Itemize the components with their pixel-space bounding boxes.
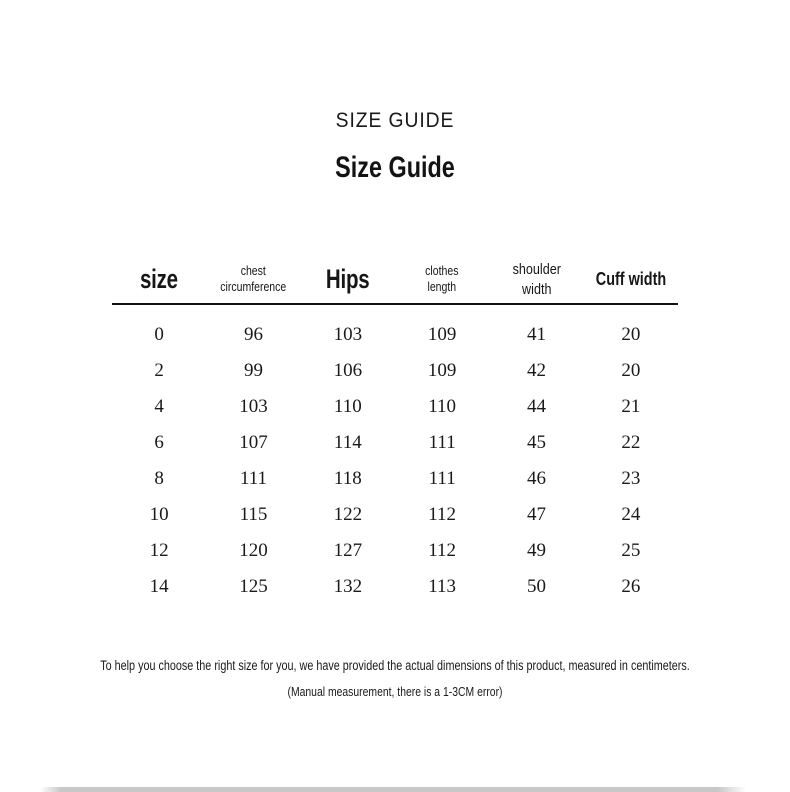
column-header-label: chest circumference: [220, 264, 287, 294]
table-cell: 47: [526, 504, 546, 525]
column-header-cuff-width: Cuff width: [584, 270, 678, 290]
column-header-label: Hips: [326, 264, 370, 294]
table-cell: 22: [621, 432, 641, 453]
table-row: 12 120 127 112 49 25: [112, 533, 678, 569]
table-cell: 0: [154, 324, 164, 345]
table-cell: 25: [621, 540, 641, 561]
table-cell: 112: [428, 504, 457, 525]
table-cell: 103: [239, 396, 268, 417]
table-cell: 20: [621, 324, 641, 345]
table-cell: 23: [621, 468, 641, 489]
table-cell: 99: [243, 360, 263, 381]
table-cell: 110: [428, 396, 457, 417]
table-row: 8 111 118 111 46 23: [112, 461, 678, 497]
table-cell: 20: [621, 360, 641, 381]
table-cell: 6: [154, 432, 164, 453]
table-row: 2 99 106 109 42 20: [112, 353, 678, 389]
table-row: 14 125 132 113 50 26: [112, 569, 678, 605]
measurement-note: To help you choose the right size for yo…: [100, 658, 690, 673]
table-cell: 109: [427, 360, 457, 381]
table-cell: 111: [239, 468, 268, 489]
column-header-chest-circumference: chest circumference: [206, 263, 300, 296]
table-cell: 24: [621, 504, 641, 525]
column-header-clothes-length: clothes length: [395, 263, 489, 296]
table-cell: 132: [333, 576, 363, 597]
table-cell: 111: [428, 432, 456, 453]
column-header-hips: Hips: [301, 266, 395, 293]
measurement-error-note: (Manual measurement, there is a 1-3CM er…: [287, 684, 503, 699]
table-row: 0 96 103 109 41 20: [112, 317, 678, 353]
table-cell: 113: [428, 576, 457, 597]
table-cell: 112: [428, 540, 457, 561]
table-cell: 41: [526, 324, 546, 345]
table-cell: 103: [333, 324, 363, 345]
column-header-shoulder-width: shoulder width: [489, 260, 583, 300]
table-cell: 50: [526, 576, 546, 597]
table-row: 6 107 114 111 45 22: [112, 425, 678, 461]
column-header-label: Cuff width: [595, 268, 667, 289]
table-cell: 26: [621, 576, 641, 597]
size-table: size chest circumference Hips clothes lengt…: [112, 256, 678, 605]
table-cell: 120: [239, 540, 268, 561]
table-cell: 21: [621, 396, 641, 417]
table-cell: 2: [154, 360, 164, 381]
table-cell: 49: [526, 540, 546, 561]
table-cell: 44: [526, 396, 546, 417]
table-cell: 127: [333, 540, 363, 561]
header-divider-rule: [112, 303, 678, 305]
table-cell: 122: [333, 504, 363, 525]
table-cell: 115: [239, 504, 268, 525]
size-table-body: 0 96 103 109 41 20 2 99 106 109 42 20 4 103 110 110 44 21…: [112, 305, 678, 605]
table-cell: 10: [149, 504, 169, 525]
table-cell: 14: [149, 576, 169, 597]
bottom-section-divider: [40, 787, 746, 792]
page-title: Size Guide: [335, 151, 455, 184]
table-cell: 45: [526, 432, 546, 453]
column-header-size: size: [112, 266, 206, 293]
table-cell: 125: [239, 576, 268, 597]
table-cell: 8: [154, 468, 164, 489]
table-cell: 42: [526, 360, 546, 381]
table-row: 4 103 110 110 44 21: [112, 389, 678, 425]
table-cell: 106: [333, 360, 363, 381]
table-cell: 111: [428, 468, 456, 489]
size-table-header: size chest circumference Hips clothes lengt…: [112, 256, 678, 303]
page-title-eyebrow: SIZE GUIDE: [335, 109, 455, 132]
table-cell: 12: [149, 540, 169, 561]
table-cell: 4: [154, 396, 164, 417]
table-cell: 46: [526, 468, 546, 489]
table-cell: 114: [333, 432, 362, 453]
table-row: 10 115 122 112 47 24: [112, 497, 678, 533]
column-header-label: size: [140, 264, 179, 294]
table-cell: 96: [243, 324, 263, 345]
table-cell: 107: [239, 432, 268, 453]
table-cell: 118: [333, 468, 362, 489]
table-cell: 109: [427, 324, 457, 345]
table-cell: 110: [333, 396, 362, 417]
column-header-label: clothes length: [425, 264, 459, 294]
column-header-label: shoulder width: [512, 260, 561, 298]
